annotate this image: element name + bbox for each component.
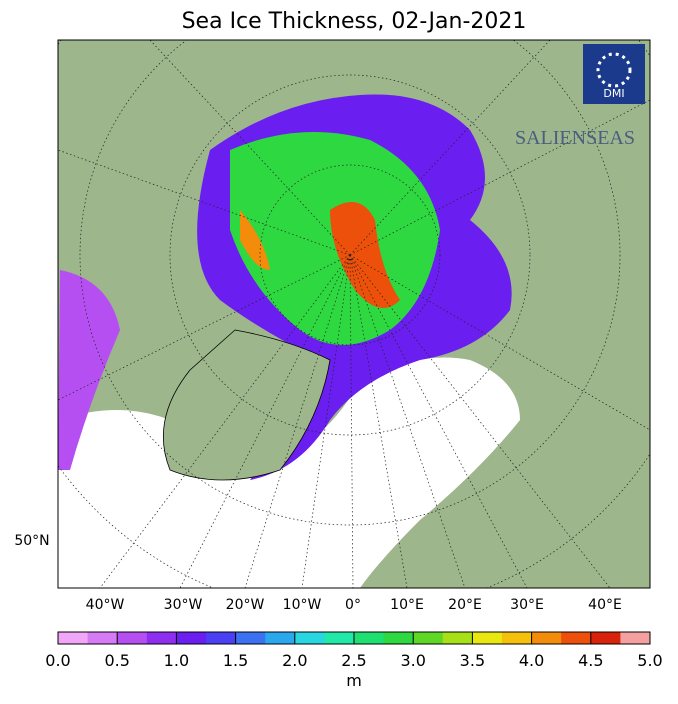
lon-label: 20°W: [226, 597, 265, 613]
colorbar-segment: [58, 632, 89, 644]
colorbar-segment: [561, 632, 592, 644]
colorbar-tick-label: 5.0: [637, 651, 662, 670]
colorbar-segment: [324, 632, 355, 644]
colorbar-segment: [176, 632, 207, 644]
graticule: [58, 40, 650, 588]
map: [58, 40, 650, 588]
colorbar-segment: [442, 632, 473, 644]
colorbar-segment: [620, 632, 651, 644]
colorbar-segment: [146, 632, 177, 644]
lon-labels: 40°W 30°W 20°W 10°W 0° 10°E 20°E 30°E 40°E: [86, 597, 622, 613]
colorbar-tick-label: 3.5: [460, 651, 485, 670]
colorbar-segment: [472, 632, 503, 644]
lon-label: 40°W: [86, 597, 125, 613]
colorbar: 0.0 0.5 1.0 1.5 2.0 2.5 3.0 3.5 4.0 4.5 5.0: [45, 631, 663, 670]
colorbar-segment: [354, 632, 385, 644]
project-logo: SALIENSEAS: [515, 127, 635, 149]
colorbar-tick-label: 0.5: [104, 651, 129, 670]
colorbar-segment: [235, 632, 266, 644]
colorbar-tick-label: 4.5: [578, 651, 603, 670]
title: Sea Ice Thickness, 02-Jan-2021: [182, 9, 527, 34]
lon-label: 30°W: [164, 597, 203, 613]
colorbar-segment: [413, 632, 444, 644]
map-frame: [57, 39, 651, 589]
greenland: [162, 329, 331, 481]
lon-label: 20°E: [448, 597, 482, 613]
lon-label: 40°E: [588, 597, 622, 613]
colorbar-tick-label: 2.0: [282, 651, 307, 670]
colorbar-segment: [87, 632, 118, 644]
colorbar-tick-label: 2.5: [341, 651, 366, 670]
colorbar-segment: [590, 632, 621, 644]
colorbar-segment: [265, 632, 296, 644]
lat-label: 50°N: [14, 533, 49, 549]
dmi-stars: [596, 52, 632, 88]
ice-baffin: [58, 270, 120, 470]
ocean: [58, 357, 520, 588]
ice-thick: [240, 210, 270, 270]
lon-label: 30°E: [510, 597, 544, 613]
colorbar-tick-label: 4.0: [519, 651, 544, 670]
lon-label: 10°W: [283, 597, 322, 613]
dmi-text: DMI: [603, 87, 624, 100]
colorbar-segment: [294, 632, 325, 644]
colorbar-segment: [383, 632, 414, 644]
lon-label: 0°: [345, 597, 361, 613]
colorbar-unit: m: [346, 671, 362, 690]
colorbar-tick-label: 1.0: [164, 651, 189, 670]
colorbar-tick-label: 1.5: [223, 651, 248, 670]
colorbar-segment: [206, 632, 237, 644]
lon-label: 10°E: [390, 597, 424, 613]
colorbar-tick-label: 3.0: [400, 651, 425, 670]
colorbar-segment: [117, 632, 148, 644]
colorbar-tick-label: 0.0: [45, 651, 70, 670]
dmi-logo: [583, 44, 645, 104]
colorbar-segment: [531, 632, 562, 644]
colorbar-segment: [502, 632, 533, 644]
ice-thick: [330, 202, 400, 308]
